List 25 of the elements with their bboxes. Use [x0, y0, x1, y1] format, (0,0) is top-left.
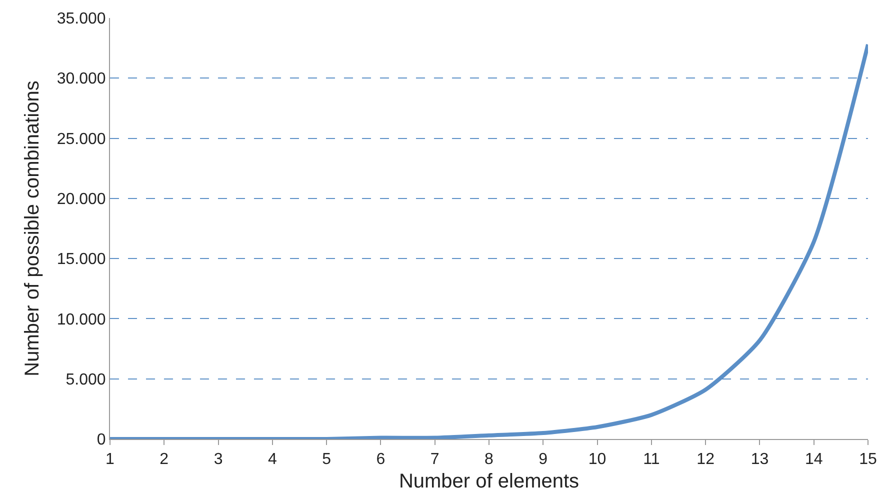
y-axis-title: Number of possible combinations [21, 80, 44, 376]
y-tick-label: 35.000 [56, 10, 106, 28]
y-tick-label: 20.000 [56, 191, 106, 208]
x-tick-label: 5 [322, 451, 332, 468]
x-tick-label: 8 [484, 451, 494, 468]
x-tick-label: 11 [643, 451, 660, 468]
y-tick-label: 5.000 [66, 371, 106, 388]
y-tick-label: 25.000 [56, 130, 106, 148]
x-tick-label: 3 [214, 451, 223, 468]
x-axis-title: Number of elements [398, 470, 580, 493]
y-tick-label: 10.000 [56, 311, 106, 328]
x-tick-label: 4 [268, 451, 277, 468]
y-tick-label: 15.000 [56, 251, 106, 268]
x-tick-label: 13 [750, 451, 769, 468]
x-tick-label: 1 [106, 451, 115, 468]
x-tick-label: 7 [430, 451, 440, 468]
x-tick-label: 15 [859, 451, 877, 468]
x-tick-label: 2 [160, 451, 169, 468]
x-tick-label: 9 [538, 451, 548, 468]
y-tick-label: 0 [96, 432, 106, 449]
x-tick-label: 6 [376, 451, 386, 468]
x-tick-label: 12 [696, 451, 715, 468]
x-tick-label: 10 [588, 451, 606, 468]
y-tick-label: 30.000 [56, 70, 106, 88]
x-tick-label: 14 [804, 451, 823, 468]
